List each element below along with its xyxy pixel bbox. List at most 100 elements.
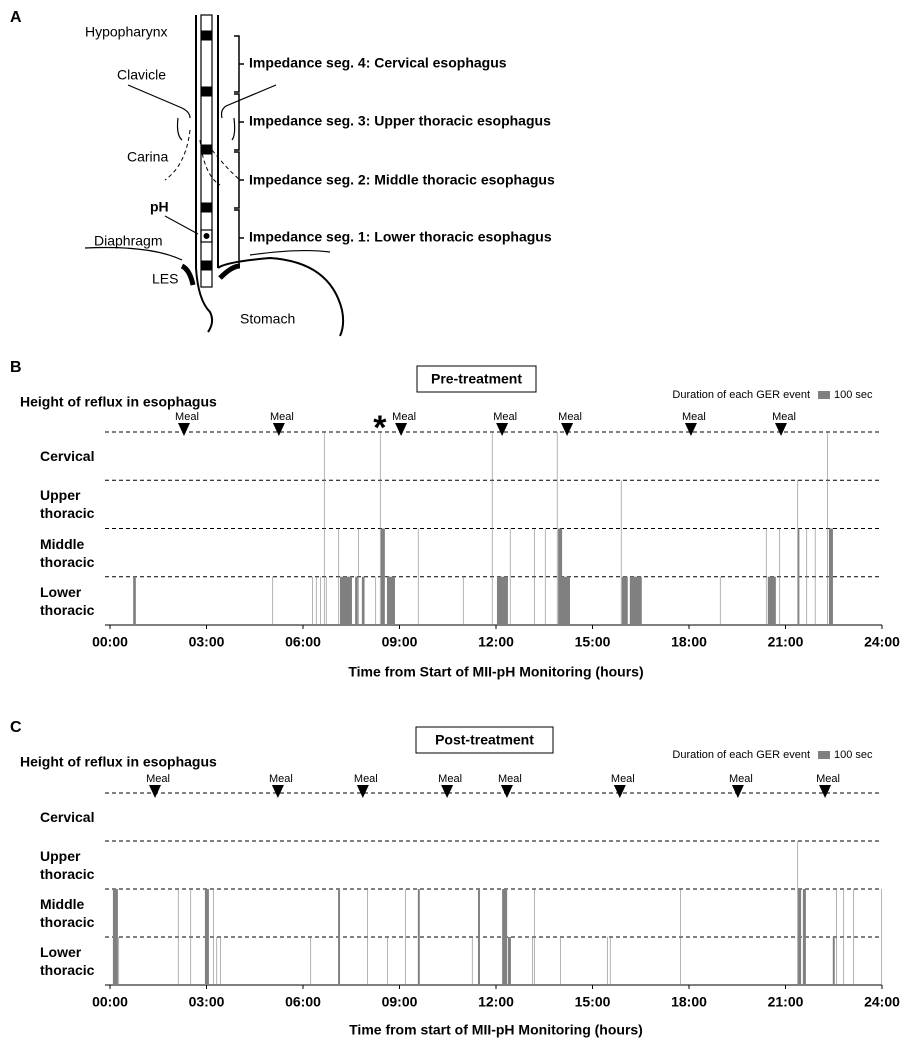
x-tick-label: 21:00: [768, 994, 804, 1010]
meal-label: Meal: [354, 773, 378, 785]
reflux-event: [533, 889, 535, 985]
meal-label: Meal: [729, 773, 753, 785]
x-tick-label: 18:00: [671, 994, 707, 1010]
y-tick-label: Lower thoracic: [40, 583, 95, 618]
reflux-event: [765, 528, 767, 625]
meal-marker: [441, 785, 454, 798]
reflux-event: [802, 889, 806, 985]
x-tick-label: 21:00: [768, 634, 804, 650]
x-tick-label: 12:00: [478, 994, 514, 1010]
reflux-event: [881, 889, 883, 985]
reflux-event: [386, 576, 395, 625]
x-tick-label: 09:00: [382, 634, 418, 650]
reflux-event: [806, 528, 808, 625]
x-tick-label: 24:00: [864, 994, 900, 1010]
legend-swatch: [818, 751, 830, 759]
diagram-label: Hypopharynx: [85, 24, 168, 40]
reflux-event: [558, 528, 563, 625]
diagram-label: pH: [150, 199, 169, 215]
meal-marker: [356, 785, 369, 798]
y-axis-title: Height of reflux in esophagus: [20, 394, 217, 410]
diagram-label: Carina: [127, 149, 168, 165]
meal-label: Meal: [682, 411, 706, 423]
reflux-event: [272, 576, 274, 625]
reflux-event: [339, 576, 352, 625]
y-tick-label: Middle thoracic: [40, 896, 95, 930]
panel-label: C: [10, 719, 22, 736]
reflux-event: [204, 889, 209, 985]
esophagus-diagram: [84, 14, 345, 337]
reflux-event: [629, 576, 642, 625]
reflux-event: [496, 576, 508, 625]
y-tick-label: Cervical: [40, 448, 95, 465]
reflux-event: [358, 528, 360, 625]
meal-label: Meal: [493, 411, 517, 423]
x-tick-label: 15:00: [575, 994, 611, 1010]
reflux-event: [312, 576, 314, 625]
reflux-event: [379, 432, 381, 625]
panel-label: A: [10, 9, 22, 26]
reflux-event: [606, 937, 608, 985]
reflux-event: [212, 889, 214, 985]
y-tick-label: Middle thoracic: [40, 535, 95, 570]
reflux-event: [216, 937, 218, 985]
legend-key: 100 sec: [834, 389, 873, 401]
reflux-event: [338, 889, 341, 985]
reflux-event: [798, 528, 800, 625]
diagram-label: Diaphragm: [94, 233, 162, 249]
y-tick-label: Upper thoracic: [40, 848, 95, 882]
reflux-event: [380, 528, 385, 625]
meal-marker: [177, 423, 190, 436]
meal-marker: [271, 785, 284, 798]
panel-label: B: [10, 359, 22, 376]
reflux-event: [836, 889, 838, 985]
meal-marker: [613, 785, 626, 798]
meal-label: Meal: [498, 773, 522, 785]
reflux-event: [375, 576, 377, 625]
reflux-event: [118, 937, 120, 985]
meal-label: Meal: [270, 411, 294, 423]
reflux-event: [509, 528, 511, 625]
meal-marker: [149, 785, 162, 798]
meal-label: Meal: [175, 411, 199, 423]
meal-marker: [561, 423, 574, 436]
segment-label: Impedance seg. 2: Middle thoracic esopha…: [249, 172, 555, 188]
reflux-event: [556, 432, 558, 625]
reflux-event: [323, 432, 325, 625]
meal-marker: [684, 423, 697, 436]
reflux-event: [560, 937, 562, 985]
reflux-event: [220, 937, 222, 985]
reflux-event: [477, 889, 480, 985]
reflux-event: [620, 480, 622, 625]
reflux-event: [826, 432, 828, 625]
x-tick-label: 24:00: [864, 634, 900, 650]
y-axis-title: Height of reflux in esophagus: [20, 754, 217, 770]
reflux-event: [325, 576, 327, 625]
meal-marker: [272, 423, 285, 436]
x-tick-label: 18:00: [671, 634, 707, 650]
x-tick-label: 15:00: [575, 634, 611, 650]
meal-marker: [496, 423, 509, 436]
diagram-label: Clavicle: [117, 67, 166, 83]
reflux-event: [767, 576, 776, 625]
reflux-event: [320, 576, 322, 625]
reflux-event: [561, 576, 570, 625]
legend-label: Duration of each GER event: [672, 749, 810, 761]
meal-label: Meal: [392, 411, 416, 423]
legend-swatch: [818, 391, 830, 399]
meal-marker: [395, 423, 408, 436]
x-tick-label: 00:00: [92, 994, 128, 1010]
reflux-event: [609, 937, 611, 985]
reflux-event: [853, 889, 855, 985]
segment-label: Impedance seg. 3: Upper thoracic esophag…: [249, 113, 551, 129]
reflux-event: [177, 889, 179, 985]
reflux-event: [544, 528, 546, 625]
reflux-event: [533, 528, 535, 625]
title-box: [415, 726, 554, 754]
legend-label: Duration of each GER event: [672, 389, 810, 401]
meal-marker: [774, 423, 787, 436]
y-tick-label: Lower thoracic: [40, 944, 95, 978]
meal-label: Meal: [146, 773, 170, 785]
reflux-event: [797, 480, 799, 625]
